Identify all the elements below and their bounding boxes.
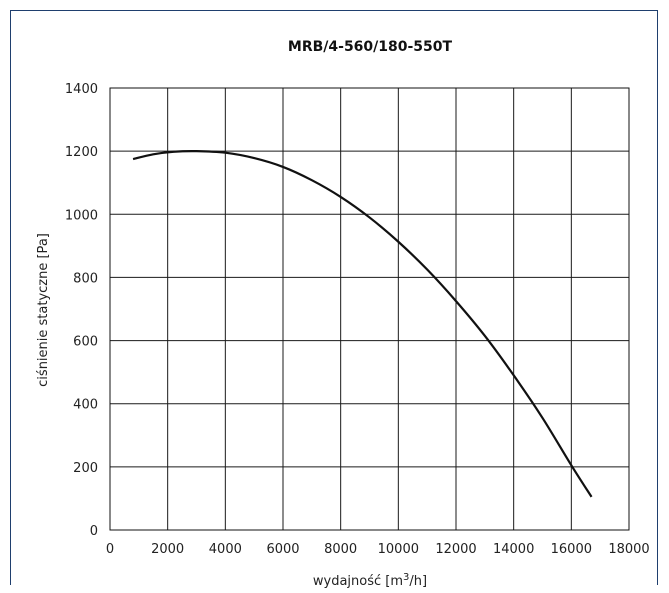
x-axis-label-sup: 3 [403, 572, 409, 583]
x-tick-label: 14000 [493, 542, 534, 557]
x-tick-label: 0 [106, 542, 114, 557]
x-tick-label: 16000 [551, 542, 592, 557]
chart-frame [10, 10, 658, 585]
x-tick-label: 8000 [324, 542, 357, 557]
y-tick-label: 1000 [65, 208, 98, 223]
plot-area-border [109, 87, 630, 531]
y-tick-label: 400 [73, 398, 98, 413]
x-axis-label: wydajność [m3/h] [313, 572, 427, 589]
x-tick-label: 4000 [209, 542, 242, 557]
y-tick-label: 200 [73, 461, 98, 476]
y-tick-label: 1400 [65, 82, 98, 97]
x-tick-label: 18000 [608, 542, 649, 557]
y-tick-label: 800 [73, 271, 98, 286]
x-axis-label-suffix: /h] [409, 574, 427, 589]
y-axis-label: ciśnienie statyczne [Pa] [36, 233, 51, 387]
y-tick-label: 0 [90, 524, 98, 539]
x-axis-label-main: wydajność [m [313, 574, 403, 589]
fan-curve-series [132, 150, 593, 498]
y-tick-labels: 0 200 400 600 800 1000 1200 1400 [65, 82, 98, 539]
chart-title: MRB/4-560/180-550T [288, 39, 453, 55]
grid [109, 87, 630, 531]
x-tick-label: 10000 [378, 542, 419, 557]
x-tick-label: 6000 [266, 542, 299, 557]
x-tick-label: 2000 [151, 542, 184, 557]
y-tick-label: 600 [73, 335, 98, 350]
x-tick-label: 12000 [435, 542, 476, 557]
y-tick-label: 1200 [65, 145, 98, 160]
x-tick-labels: 0 2000 4000 6000 8000 10000 12000 14000 16000 180… [106, 542, 650, 557]
